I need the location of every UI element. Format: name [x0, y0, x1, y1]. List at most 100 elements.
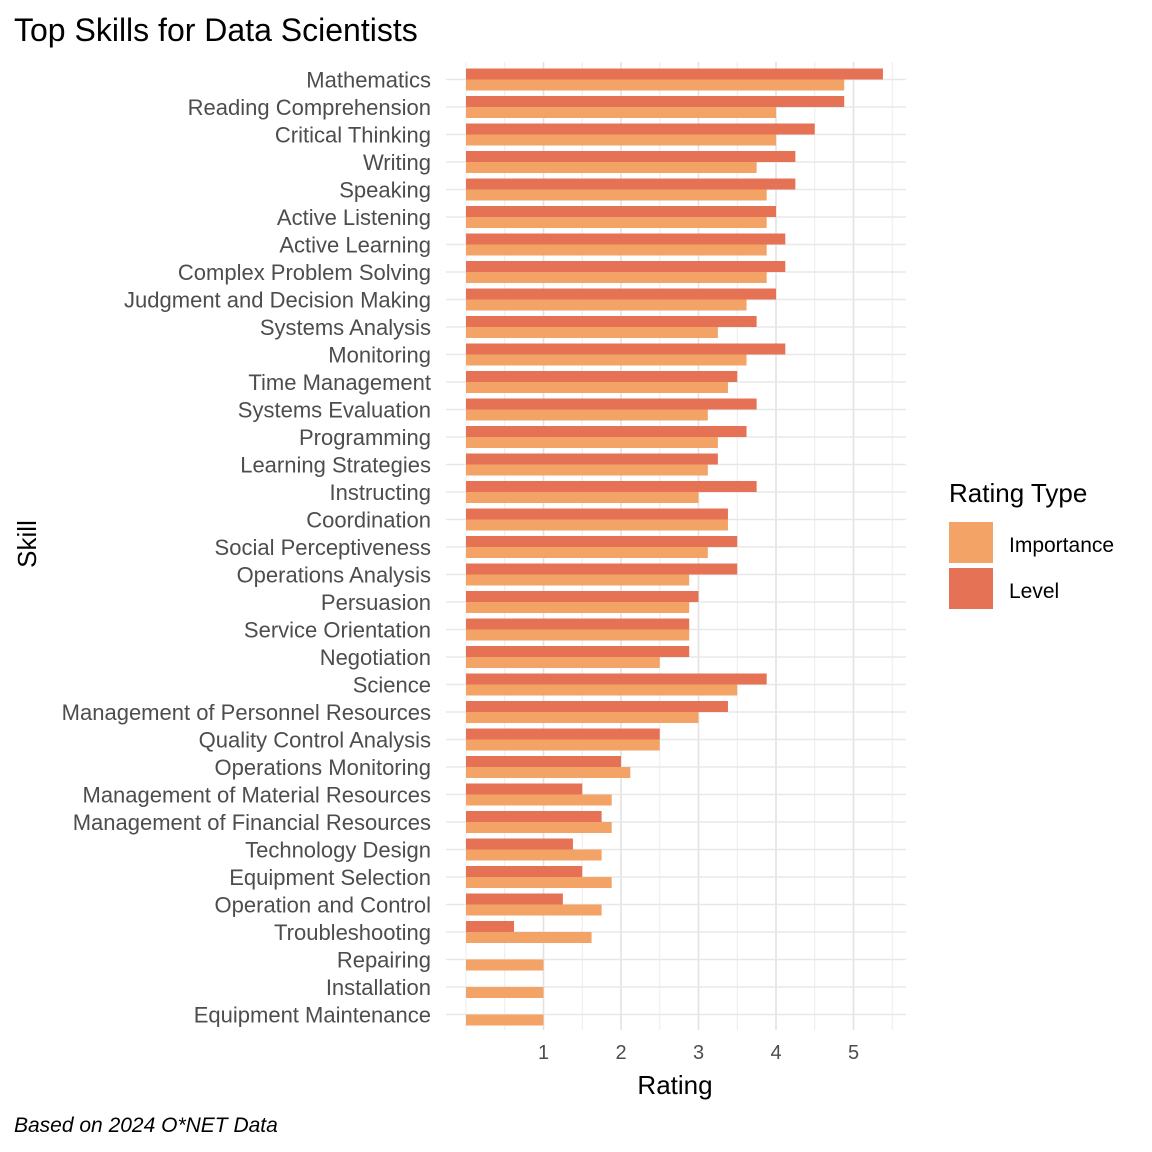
bar-level: [466, 783, 583, 795]
y-tick-label: Science: [353, 673, 431, 698]
x-axis-title: Rating: [637, 1070, 712, 1100]
bar-level: [466, 756, 621, 767]
y-tick-label: Equipment Maintenance: [194, 1003, 431, 1028]
bar-importance: [466, 189, 767, 201]
bar-importance: [466, 794, 612, 806]
bar-level: [466, 701, 728, 712]
bar-level: [466, 96, 845, 107]
bar-level: [466, 206, 776, 217]
bar-importance: [466, 739, 660, 751]
y-tick-label: Repairing: [337, 948, 431, 973]
bar-importance: [466, 849, 602, 861]
bar-importance: [466, 1014, 544, 1026]
bar-importance: [466, 217, 767, 228]
bar-importance: [466, 409, 708, 421]
y-tick-label: Mathematics: [306, 68, 431, 93]
bar-level: [466, 288, 776, 300]
bar-level: [466, 591, 699, 602]
bar-importance: [466, 299, 747, 311]
legend-swatch: [949, 522, 993, 563]
bar-level: [466, 261, 786, 272]
x-tick-label: 2: [615, 1042, 626, 1064]
y-tick-label: Time Management: [248, 370, 431, 395]
bar-level: [466, 453, 718, 465]
y-tick-label: Operation and Control: [215, 893, 431, 918]
y-tick-label: Critical Thinking: [275, 123, 431, 148]
y-tick-label: Quality Control Analysis: [199, 728, 431, 753]
y-tick-label: Operations Monitoring: [215, 755, 431, 780]
bar-level: [466, 866, 583, 877]
y-tick-label: Troubleshooting: [274, 920, 431, 945]
bar-importance: [466, 327, 718, 338]
bar-importance: [466, 134, 776, 146]
legend-label: Importance: [1009, 534, 1114, 557]
bar-level: [466, 728, 660, 740]
bars: [466, 68, 883, 1026]
bar-importance: [466, 354, 747, 366]
y-tick-label: Installation: [326, 975, 431, 1000]
bar-importance: [466, 904, 602, 916]
bar-importance: [466, 162, 757, 173]
bar-level: [466, 316, 757, 327]
bar-level: [466, 921, 515, 932]
y-tick-label: Instructing: [330, 480, 432, 505]
bar-importance: [466, 382, 728, 393]
bar-importance: [466, 574, 690, 586]
bar-importance: [466, 437, 718, 448]
y-tick-label: Coordination: [306, 508, 431, 533]
x-tick-label: 4: [770, 1042, 781, 1064]
y-tick-label: Management of Financial Resources: [73, 810, 431, 835]
bar-importance: [466, 712, 699, 723]
bar-importance: [466, 547, 708, 558]
y-axis-title: Skill: [12, 520, 42, 568]
bar-importance: [466, 684, 738, 696]
bar-importance: [466, 877, 612, 888]
y-tick-label: Technology Design: [245, 838, 431, 863]
bar-importance: [466, 987, 544, 998]
y-tick-label: Complex Problem Solving: [178, 260, 431, 285]
bar-level: [466, 68, 883, 80]
bar-importance: [466, 272, 767, 283]
y-tick-label: Persuasion: [321, 590, 431, 615]
y-tick-label: Equipment Selection: [229, 865, 431, 890]
bar-level: [466, 508, 728, 520]
x-tick-label: 3: [693, 1042, 704, 1064]
bar-importance: [466, 519, 728, 531]
bar-level: [466, 151, 796, 162]
y-tick-label: Management of Personnel Resources: [62, 700, 431, 725]
y-tick-label: Operations Analysis: [237, 563, 431, 588]
bar-level: [466, 811, 602, 822]
bar-importance: [466, 629, 690, 641]
y-tick-label: Writing: [363, 150, 431, 175]
y-tick-label: Learning Strategies: [240, 453, 431, 478]
bar-level: [466, 178, 796, 190]
bar-level: [466, 481, 757, 492]
bar-level: [466, 371, 738, 382]
legend-title: Rating Type: [949, 478, 1087, 508]
bar-importance: [466, 79, 845, 91]
bar-importance: [466, 959, 544, 971]
bar-level: [466, 838, 573, 850]
y-tick-label: Judgment and Decision Making: [124, 288, 431, 313]
y-tick-label: Social Perceptiveness: [215, 535, 431, 560]
bar-importance: [466, 767, 631, 778]
y-tick-label: Active Learning: [279, 233, 431, 258]
x-axis-ticks: 1 2 3 4 5: [538, 1042, 859, 1064]
bar-level: [466, 426, 747, 437]
y-tick-label: Service Orientation: [244, 618, 431, 643]
y-tick-label: Negotiation: [320, 645, 431, 670]
bar-importance: [466, 932, 592, 943]
y-tick-label: Monitoring: [328, 343, 431, 368]
legend: Rating Type Importance Level: [949, 478, 1114, 609]
y-tick-label: Systems Analysis: [260, 315, 431, 340]
bar-level: [466, 343, 786, 355]
bar-importance: [466, 492, 699, 503]
bar-level: [466, 646, 690, 657]
legend-swatch: [949, 568, 993, 609]
bar-level: [466, 618, 690, 630]
chart-caption: Based on 2024 O*NET Data: [14, 1114, 278, 1137]
bar-level: [466, 893, 563, 905]
y-tick-label: Management of Material Resources: [83, 783, 432, 808]
